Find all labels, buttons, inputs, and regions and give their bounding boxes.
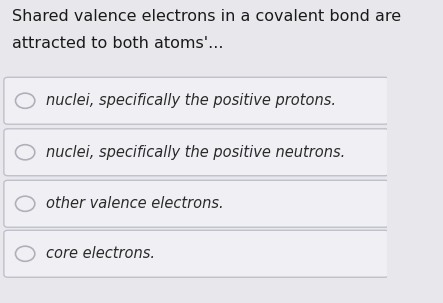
FancyBboxPatch shape <box>4 230 389 277</box>
Circle shape <box>16 196 35 211</box>
Text: attracted to both atoms'...: attracted to both atoms'... <box>12 36 223 52</box>
Text: Shared valence electrons in a covalent bond are: Shared valence electrons in a covalent b… <box>12 9 401 24</box>
Circle shape <box>16 93 35 108</box>
FancyBboxPatch shape <box>4 180 389 227</box>
FancyBboxPatch shape <box>4 77 389 124</box>
FancyBboxPatch shape <box>4 129 389 176</box>
Text: nuclei, specifically the positive neutrons.: nuclei, specifically the positive neutro… <box>47 145 346 160</box>
Circle shape <box>16 145 35 160</box>
Circle shape <box>16 246 35 261</box>
Text: other valence electrons.: other valence electrons. <box>47 196 224 211</box>
Text: nuclei, specifically the positive protons.: nuclei, specifically the positive proton… <box>47 93 336 108</box>
Text: core electrons.: core electrons. <box>47 246 155 261</box>
